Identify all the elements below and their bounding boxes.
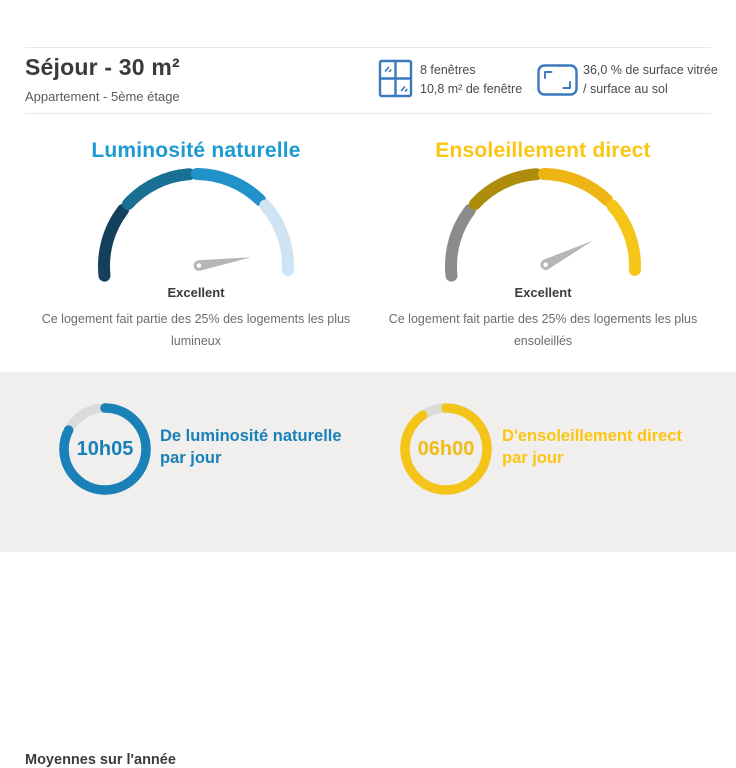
gauge-luminosite bbox=[86, 166, 306, 303]
ring-value-ensoleillement: 06h00 bbox=[417, 437, 475, 460]
ring-value-luminosite: 10h05 bbox=[76, 437, 134, 460]
windows-area: 10,8 m² de fenêtre bbox=[420, 82, 523, 97]
ring-label-line2: par jour bbox=[502, 449, 564, 468]
gauge-rating: Excellent bbox=[167, 285, 225, 300]
top-divider bbox=[25, 47, 711, 48]
header-divider bbox=[25, 113, 711, 114]
ring-arc bbox=[59, 403, 151, 495]
gauge-segment bbox=[121, 168, 196, 211]
gauge-needle bbox=[540, 240, 593, 270]
gauge-rating: Excellent bbox=[514, 285, 572, 300]
surface-ratio-info: 36,0 % de surface vitrée / surface au so… bbox=[583, 61, 718, 100]
daylight-report-page: { "header": { "title": "Séjour - 30 m²",… bbox=[0, 47, 736, 768]
ring-label-line1: D'ensoleillement direct bbox=[502, 427, 682, 445]
page-subtitle: Appartement - 5ème étage bbox=[25, 89, 180, 104]
ring-label-line2: par jour bbox=[160, 449, 222, 468]
gauge-title-ensoleillement: Ensoleillement direct bbox=[435, 139, 651, 162]
windows-info: 8 fenêtres 10,8 m² de fenêtre bbox=[420, 61, 522, 100]
ring-luminosite bbox=[55, 399, 155, 499]
ring-label-ensoleillement: D'ensoleillement direct par jour bbox=[502, 425, 682, 470]
gauge-segment bbox=[538, 168, 613, 206]
gauge-segment bbox=[191, 168, 266, 206]
ring-label-line1: De luminosité naturelle bbox=[160, 427, 342, 445]
averages-title: Moyennes sur l'année bbox=[25, 752, 176, 768]
gauge-description: Ce logement fait partie des 25% des loge… bbox=[41, 312, 351, 348]
window-icon bbox=[377, 58, 414, 105]
gauge-segment bbox=[259, 199, 294, 276]
gauge-title-luminosite: Luminosité naturelle bbox=[91, 139, 301, 162]
ring-label-luminosite: De luminosité naturelle par jour bbox=[160, 425, 342, 470]
page-title: Séjour - 30 m² bbox=[25, 54, 180, 80]
gauge-segment bbox=[468, 168, 543, 211]
windows-count: 8 fenêtres bbox=[420, 63, 476, 77]
ring-ensoleillement bbox=[396, 399, 496, 499]
glazed-surface-ratio-icon bbox=[536, 63, 579, 102]
gauge-ensoleillement bbox=[433, 166, 653, 303]
gauge-description: Ce logement fait partie des 25% des loge… bbox=[388, 312, 698, 348]
surface-ratio-value: 36,0 % de surface vitrée bbox=[583, 63, 718, 77]
gauge-segment bbox=[445, 204, 476, 282]
averages-section: Moyennes sur l'année 10h05 De luminosité… bbox=[0, 372, 736, 768]
ring-arc bbox=[400, 403, 492, 495]
surface-ratio-caption: / surface au sol bbox=[583, 82, 668, 97]
gauge-needle bbox=[193, 257, 252, 271]
gauge-segment bbox=[98, 204, 129, 282]
gauge-segment bbox=[606, 199, 641, 276]
